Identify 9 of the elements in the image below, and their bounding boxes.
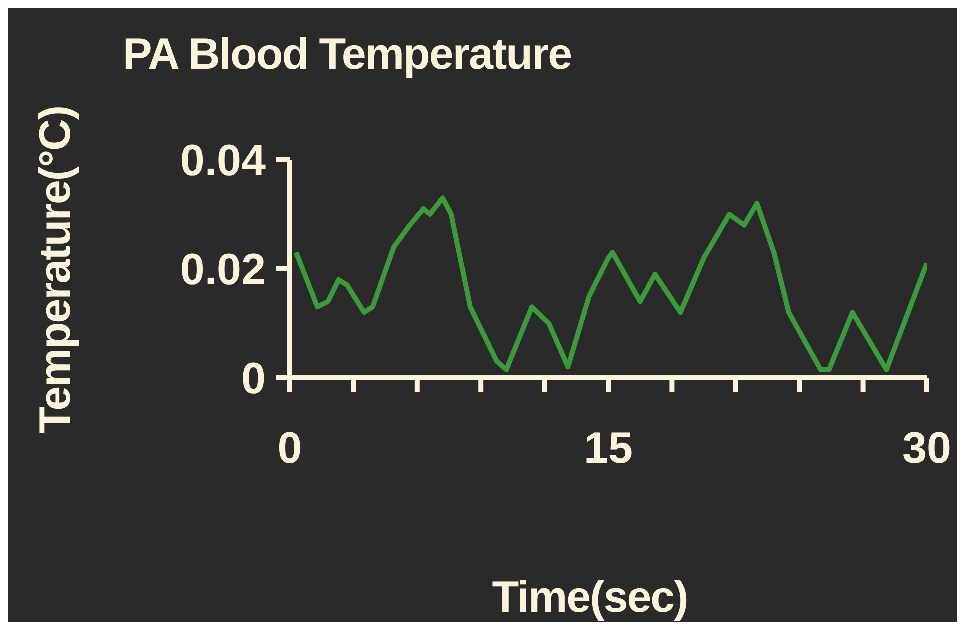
x-tick-label: 15 xyxy=(584,424,633,474)
y-tick-label: 0 xyxy=(242,354,266,404)
x-tick-label: 0 xyxy=(278,424,302,474)
y-axis-title: Temperature(°C) xyxy=(31,106,81,434)
x-tick-label: 30 xyxy=(902,424,952,474)
chart-title: PA Blood Temperature xyxy=(123,30,572,80)
y-tick-label: 0.04 xyxy=(180,136,267,186)
y-tick-label: 0.02 xyxy=(180,246,266,295)
x-axis-title: Time(sec) xyxy=(492,573,688,623)
